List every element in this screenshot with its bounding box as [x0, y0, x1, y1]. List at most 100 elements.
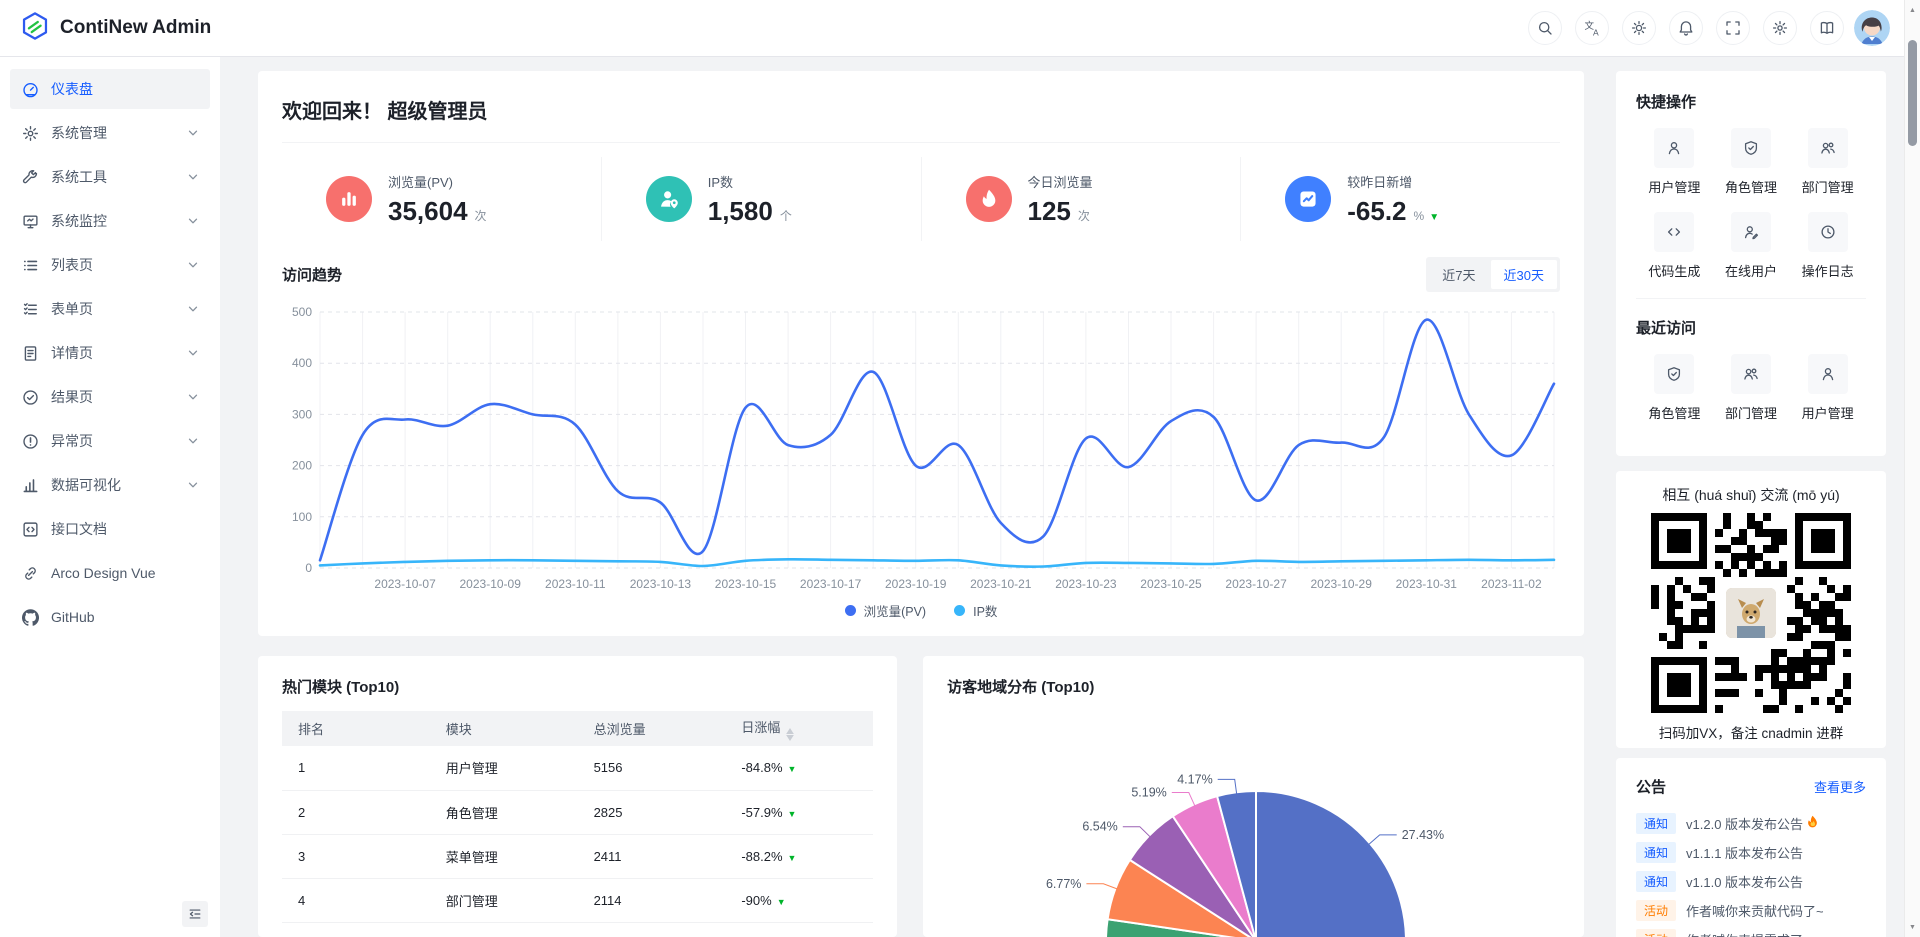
sidebar-menu: 仪表盘系统管理 系统工具系统监控列表页 表单页 详情页 结果页 异常页数据可视化接口文档 A… — [0, 69, 220, 637]
announcement-item[interactable]: 通知 v1.1.1 版本发布公告 — [1636, 838, 1866, 867]
sidebar-collapse-button[interactable] — [182, 901, 208, 927]
quick-action-users-group[interactable]: 部门管理 — [1789, 128, 1866, 196]
quick-action-shield-check[interactable]: 角色管理 — [1713, 128, 1790, 196]
change-cell: -84.8% ▼ — [725, 746, 874, 791]
announcement-tag: 活动 — [1636, 929, 1677, 937]
announcements-title: 公告 — [1636, 779, 1667, 796]
sidebar-item-label: 接口文档 — [51, 521, 107, 537]
visitor-region-title: 访客地域分布 (Top10) — [947, 679, 1095, 696]
table-header-cell[interactable]: 日涨幅 — [725, 711, 874, 746]
hot-modules-table: 排名 模块 总浏览量 日涨幅 1 用户管理 5156 -84.8% ▼ 2 角色管理 2825 -57… — [282, 711, 874, 923]
window-scrollbar[interactable]: ▲ ▼ — [1904, 0, 1920, 937]
sidebar-item-form[interactable]: 表单页 — [10, 289, 210, 329]
chevron-down-icon — [188, 128, 198, 138]
sidebar-item-dashboard[interactable]: 仪表盘 — [10, 69, 210, 109]
ip-user-pin-icon — [645, 176, 692, 222]
svg-text:6.54%: 6.54% — [1082, 820, 1117, 834]
trend-down-icon: ▼ — [1429, 211, 1440, 223]
views-cell: 2825 — [577, 790, 726, 835]
user-icon — [1807, 354, 1848, 394]
announcement-item[interactable]: 活动 作者喊你来贡献代码了~ — [1636, 896, 1866, 925]
scrollbar-thumb[interactable] — [1908, 40, 1917, 146]
sidebar-item-label: 数据可视化 — [51, 477, 121, 493]
legend-item[interactable]: IP数 — [954, 601, 997, 620]
sidebar-item-monitor[interactable]: 系统监控 — [10, 201, 210, 241]
sidebar-item-check-circle[interactable]: 结果页 — [10, 377, 210, 417]
recent-visit-user[interactable]: 用户管理 — [1789, 354, 1866, 422]
monitor-icon — [22, 213, 39, 230]
fullscreen-icon[interactable] — [1716, 11, 1750, 45]
notification-bell-icon[interactable] — [1669, 11, 1703, 45]
action-label: 在线用户 — [1724, 264, 1777, 279]
views-cell: 2114 — [577, 878, 726, 923]
welcome-message: 欢迎回来！ 超级管理员 — [282, 101, 488, 123]
legend-item[interactable]: 浏览量(PV) — [844, 601, 926, 620]
sidebar-item-warning-circle[interactable]: 异常页 — [10, 421, 210, 461]
app-logo[interactable]: ContiNew Admin — [20, 11, 211, 46]
sidebar-item-detail-doc[interactable]: 详情页 — [10, 333, 210, 373]
recent-visit-shield-check[interactable]: 角色管理 — [1636, 354, 1713, 422]
sidebar-item-label: 仪表盘 — [51, 81, 93, 97]
module-cell: 菜单管理 — [429, 834, 578, 879]
recent-visits-grid: 角色管理 部门管理 用户管理 — [1636, 354, 1866, 422]
quick-action-code[interactable]: 代码生成 — [1636, 212, 1713, 280]
stat-unit: % — [1413, 208, 1425, 223]
announcement-text: v1.1.0 版本发布公告 — [1686, 875, 1804, 890]
sort-icon[interactable] — [786, 727, 795, 741]
svg-text:200: 200 — [292, 459, 312, 473]
announcement-text: v1.2.0 版本发布公告 — [1686, 814, 1819, 833]
theme-sun-icon[interactable] — [1622, 11, 1656, 45]
sidebar: 仪表盘系统管理 系统工具系统监控列表页 表单页 详情页 结果页 异常页数据可视化接口文档 A… — [0, 57, 220, 937]
sidebar-item-bar-chart[interactable]: 数据可视化 — [10, 465, 210, 505]
trend-down-icon: ▼ — [776, 896, 786, 907]
wrench-icon — [22, 169, 39, 186]
sidebar-item-api-doc[interactable]: 接口文档 — [10, 509, 210, 549]
views-cell: 2411 — [577, 834, 726, 879]
sidebar-item-gear[interactable]: 系统管理 — [10, 113, 210, 153]
announcement-item[interactable]: 通知 v1.1.0 版本发布公告 — [1636, 867, 1866, 896]
stat-label: 较昨日新增 — [1347, 174, 1413, 190]
sidebar-item-wrench[interactable]: 系统工具 — [10, 157, 210, 197]
detail-doc-icon — [22, 345, 39, 362]
qr-caption: 扫码加VX，备注 cnadmin 进群 — [1658, 726, 1844, 741]
announcement-text: 作者喊你来提需求了 — [1686, 930, 1803, 937]
quick-action-user[interactable]: 用户管理 — [1636, 128, 1713, 196]
sidebar-item-label: 系统监控 — [51, 213, 107, 229]
scrollbar-down-arrow[interactable]: ▼ — [1909, 923, 1916, 931]
docs-book-icon[interactable] — [1810, 11, 1844, 45]
user-avatar[interactable] — [1854, 10, 1890, 46]
trend-line-chart: 0 100 200 300 400 500 2023-10-07 2023-10-09 2023… — [282, 296, 1560, 601]
table-row: 1 用户管理 5156 -84.8% ▼ — [282, 746, 874, 791]
api-doc-icon — [22, 521, 39, 538]
search-icon[interactable] — [1528, 11, 1562, 45]
module-cell: 部门管理 — [429, 878, 578, 923]
trend-chart-icon — [1285, 176, 1332, 222]
sidebar-item-list[interactable]: 列表页 — [10, 245, 210, 285]
hot-modules-title: 热门模块 (Top10) — [282, 679, 400, 696]
settings-gear-icon[interactable] — [1763, 11, 1797, 45]
sidebar-item-github[interactable]: GitHub — [10, 597, 210, 637]
sidebar-item-link[interactable]: Arco Design Vue — [10, 553, 210, 593]
announcement-text: v1.1.1 版本发布公告 — [1686, 846, 1804, 861]
announcement-item[interactable]: 通知 v1.2.0 版本发布公告 — [1636, 809, 1866, 838]
chevron-down-icon — [188, 172, 198, 182]
scrollbar-up-arrow[interactable]: ▲ — [1909, 6, 1916, 14]
svg-text:5.19%: 5.19% — [1131, 786, 1166, 800]
range-option[interactable]: 近7天 — [1442, 268, 1476, 283]
stat-unit: 次 — [1077, 208, 1090, 223]
trend-legend: 浏览量(PV) IP数 — [282, 601, 1560, 620]
range-option[interactable]: 近30天 — [1490, 260, 1557, 289]
announcement-item[interactable]: 活动 作者喊你来提需求了 — [1636, 925, 1866, 937]
recent-visit-users-group[interactable]: 部门管理 — [1713, 354, 1790, 422]
svg-text:500: 500 — [292, 305, 312, 319]
view-more-link[interactable]: 查看更多 — [1813, 780, 1866, 795]
quick-action-history-clock[interactable]: 操作日志 — [1789, 212, 1866, 280]
quick-action-user-pen[interactable]: 在线用户 — [1713, 212, 1790, 280]
sidebar-item-label: Arco Design Vue — [51, 565, 156, 581]
divider — [1636, 298, 1866, 299]
announcements-card: 公告 查看更多 通知 v1.2.0 版本发布公告 通知 v1.1.1 版本发布公告 通知… — [1616, 758, 1886, 937]
trend-down-icon: ▼ — [787, 852, 797, 863]
svg-text:2023-10-11: 2023-10-11 — [545, 577, 606, 591]
